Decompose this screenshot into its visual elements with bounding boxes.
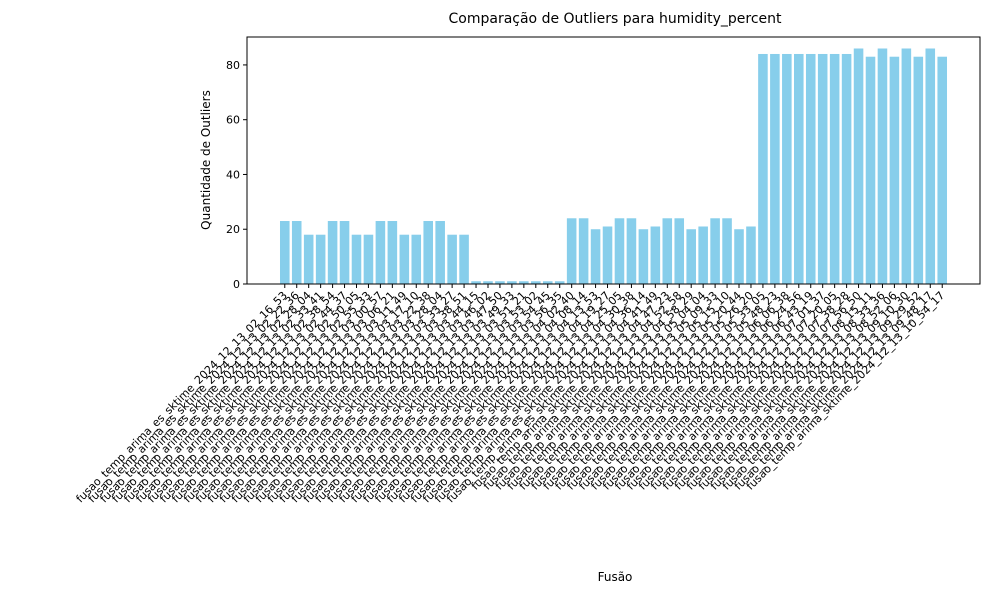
bar	[447, 234, 457, 284]
y-tick-label: 60	[226, 114, 240, 127]
x-axis-label: Fusão	[598, 570, 633, 584]
y-axis-label: Quantidade de Outliers	[199, 90, 213, 230]
y-tick-label: 20	[226, 223, 240, 236]
bar	[542, 281, 553, 284]
bar	[459, 234, 469, 284]
bar	[387, 221, 398, 284]
y-tick-label: 0	[233, 278, 240, 291]
bar	[889, 56, 900, 284]
plot-frame	[246, 36, 981, 285]
bar	[554, 281, 565, 284]
bar	[829, 53, 840, 284]
bar	[351, 234, 362, 284]
bar	[853, 48, 864, 284]
bar	[865, 56, 876, 284]
bar	[519, 281, 529, 284]
y-tick-label: 80	[226, 59, 240, 72]
bar	[710, 218, 720, 284]
bar	[507, 281, 517, 284]
bar	[279, 221, 290, 284]
bar	[602, 226, 613, 284]
bar	[698, 226, 708, 284]
bar	[638, 229, 649, 284]
bar	[758, 53, 768, 284]
bar	[291, 221, 302, 284]
bar	[782, 53, 792, 284]
bar	[901, 48, 912, 284]
bar	[411, 234, 422, 284]
bar	[794, 53, 804, 284]
bar	[315, 234, 326, 284]
bar	[327, 221, 338, 284]
bar	[363, 234, 374, 284]
bar	[578, 218, 589, 284]
bar	[674, 218, 685, 284]
bar	[734, 229, 744, 284]
bar	[662, 218, 673, 284]
bar	[805, 53, 816, 284]
bar	[746, 226, 756, 284]
bar	[566, 218, 577, 284]
bar	[423, 221, 433, 284]
bar	[913, 56, 924, 284]
bar	[531, 281, 541, 284]
bar	[303, 234, 314, 284]
bar	[770, 53, 780, 284]
chart-title: Comparação de Outliers para humidity_per…	[449, 11, 783, 27]
bar	[722, 218, 732, 284]
bar	[495, 281, 505, 284]
bar	[435, 221, 445, 284]
bar	[925, 48, 936, 284]
bar	[817, 53, 828, 284]
bar	[650, 226, 661, 284]
bar	[375, 221, 386, 284]
bar	[399, 234, 410, 284]
bar	[483, 281, 493, 284]
y-tick-label: 40	[226, 168, 240, 181]
bar	[339, 221, 350, 284]
bar	[686, 229, 696, 284]
bar	[471, 281, 481, 284]
bar	[590, 229, 601, 284]
bar	[841, 53, 852, 284]
bar	[937, 56, 948, 284]
bar	[626, 218, 637, 284]
bar	[877, 48, 888, 284]
bar	[614, 218, 625, 284]
